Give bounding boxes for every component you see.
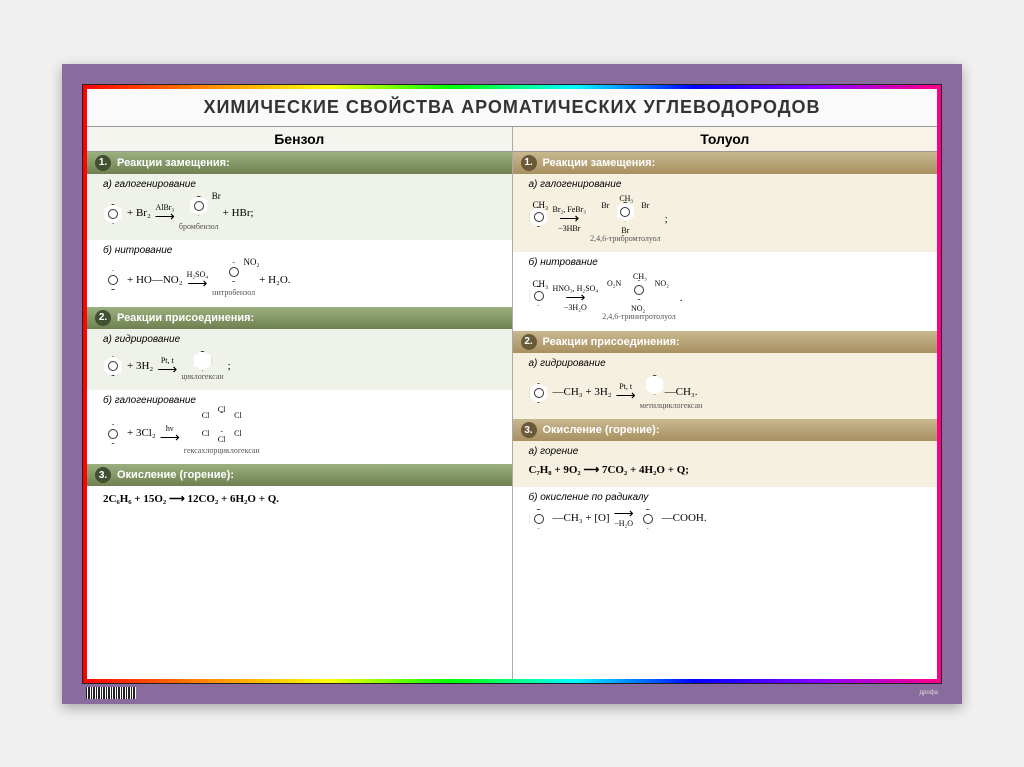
section-header: 1. Реакции замещения:: [87, 152, 512, 174]
arrow: ⟶ −H₂O: [614, 509, 634, 528]
item-label: б) нитрование: [529, 256, 928, 270]
barcode-icon: [86, 687, 136, 699]
reaction: б) нитрование + HO—NO₂ H₂SO₄ ⟶ NO₂ нитро…: [87, 240, 512, 307]
trinitro-icon: [629, 280, 649, 300]
equation: + HO—NO₂ H₂SO₄ ⟶ NO₂ нитробензол + H₂O.: [103, 260, 502, 301]
equation: C₇H₈ + 9O₂ ⟶ 7CO₂ + 4H₂O + Q;: [529, 461, 928, 480]
toluene-icon: [529, 383, 549, 403]
toluene-icon: [529, 509, 549, 529]
footer: дрофа: [86, 686, 938, 700]
column-toluene: Толуол 1. Реакции замещения: а) галогени…: [513, 127, 938, 679]
section-header: 2. Реакции присоединения:: [513, 331, 938, 353]
rainbow-border: ХИМИЧЕСКИЕ СВОЙСТВА АРОМАТИЧЕСКИХ УГЛЕВО…: [82, 84, 942, 684]
item-label: б) галогенирование: [103, 394, 502, 408]
section-header: 1. Реакции замещения:: [513, 152, 938, 174]
reaction: б) нитрование CH₃ HNO₃, H₂SO₄ ⟶ −3H₂O: [513, 252, 938, 331]
benzoic-icon: [638, 509, 658, 529]
arrow: Br₂, FeBr₃ ⟶ −3HBr: [553, 206, 587, 233]
section-label: Реакции присоединения:: [117, 312, 254, 324]
equation: CH₃ Br₂, FeBr₃ ⟶ −3HBr CH₃ Br: [529, 194, 928, 247]
arrow: H₂SO₄ ⟶: [187, 271, 209, 290]
section-label: Реакции замещения:: [543, 157, 656, 169]
arrow: AlBr₃ ⟶: [155, 204, 175, 223]
reaction: а) гидрирование —CH₃ + 3H₂ Pt, t ⟶ —CH₃.…: [513, 353, 938, 420]
reaction: б) окисление по радикалу —CH₃ + [O] ⟶ −H…: [513, 487, 938, 537]
column-benzene: Бензол 1. Реакции замещения: а) галогени…: [87, 127, 513, 679]
item-label: а) гидрирование: [103, 333, 502, 347]
main-title: ХИМИЧЕСКИЕ СВОЙСТВА АРОМАТИЧЕСКИХ УГЛЕВО…: [87, 89, 937, 127]
section-num: 1.: [95, 155, 111, 171]
section-header: 3. Окисление (горение):: [87, 464, 512, 486]
equation: + 3H₂ Pt, t ⟶ циклогексан ;: [103, 349, 502, 384]
equation: + Br₂ AlBr₃ ⟶ Br бромбензол + HBr;: [103, 194, 502, 235]
equation: —CH₃ + 3H₂ Pt, t ⟶ —CH₃. метилциклогекса…: [529, 373, 928, 414]
item-label: а) горение: [529, 445, 928, 459]
section-num: 2.: [95, 310, 111, 326]
arrow: HNO₃, H₂SO₄ ⟶ −3H₂O: [553, 285, 599, 312]
section-label: Окисление (горение):: [117, 469, 234, 481]
reaction: 2C₆H₆ + 15O₂ ⟶ 12CO₂ + 6H₂O + Q.: [87, 486, 512, 515]
item-label: а) галогенирование: [103, 178, 502, 192]
equation: + 3Cl₂ hν ⟶ Cl Cl Cl: [103, 410, 502, 459]
tribrom-icon: [615, 202, 635, 222]
arrow: Pt, t ⟶: [616, 383, 636, 402]
benzene-icon: [103, 356, 123, 376]
equation: CH₃ HNO₃, H₂SO₄ ⟶ −3H₂O CH₃ NO₂: [529, 272, 928, 325]
reaction: б) галогенирование + 3Cl₂ hν ⟶: [87, 390, 512, 465]
section-header: 3. Окисление (горение):: [513, 419, 938, 441]
col-title-left: Бензол: [87, 127, 512, 152]
arrow: Pt, t ⟶: [157, 357, 177, 376]
benzene-icon: [103, 424, 123, 444]
section-label: Реакции замещения:: [117, 157, 230, 169]
benzene-icon: [189, 196, 209, 216]
reaction: а) гидрирование + 3H₂ Pt, t ⟶ циклогекса…: [87, 329, 512, 390]
section-header: 2. Реакции присоединения:: [87, 307, 512, 329]
arrow: hν ⟶: [160, 425, 180, 444]
equation: 2C₆H₆ + 15O₂ ⟶ 12CO₂ + 6H₂O + Q.: [103, 490, 502, 509]
benzene-icon: [224, 262, 244, 282]
section-num: 3.: [521, 422, 537, 438]
cyclohexane-icon: [192, 351, 212, 371]
section-num: 1.: [521, 155, 537, 171]
section-label: Окисление (горение):: [543, 424, 660, 436]
content-panel: ХИМИЧЕСКИЕ СВОЙСТВА АРОМАТИЧЕСКИХ УГЛЕВО…: [87, 89, 937, 679]
benzene-icon: [103, 270, 123, 290]
benzene-icon: [103, 204, 123, 224]
section-num: 3.: [95, 467, 111, 483]
item-label: б) окисление по радикалу: [529, 491, 928, 505]
item-label: а) гидрирование: [529, 357, 928, 371]
section-label: Реакции присоединения:: [543, 336, 680, 348]
item-label: а) галогенирование: [529, 178, 928, 192]
columns: Бензол 1. Реакции замещения: а) галогени…: [87, 127, 937, 679]
reaction: а) галогенирование CH₃ Br₂, FeBr₃ ⟶ −3HB…: [513, 174, 938, 253]
reaction: а) горение C₇H₈ + 9O₂ ⟶ 7CO₂ + 4H₂O + Q;: [513, 441, 938, 486]
item-label: б) нитрование: [103, 244, 502, 258]
cyclohexane-icon: [645, 375, 665, 395]
publisher-mark: дрофа: [920, 690, 938, 696]
poster-frame: ХИМИЧЕСКИЕ СВОЙСТВА АРОМАТИЧЕСКИХ УГЛЕВО…: [62, 64, 962, 704]
reaction: а) галогенирование + Br₂ AlBr₃ ⟶ Br бром…: [87, 174, 512, 241]
section-num: 2.: [521, 334, 537, 350]
col-title-right: Толуол: [513, 127, 938, 152]
equation: —CH₃ + [O] ⟶ −H₂O —COOH.: [529, 507, 928, 531]
